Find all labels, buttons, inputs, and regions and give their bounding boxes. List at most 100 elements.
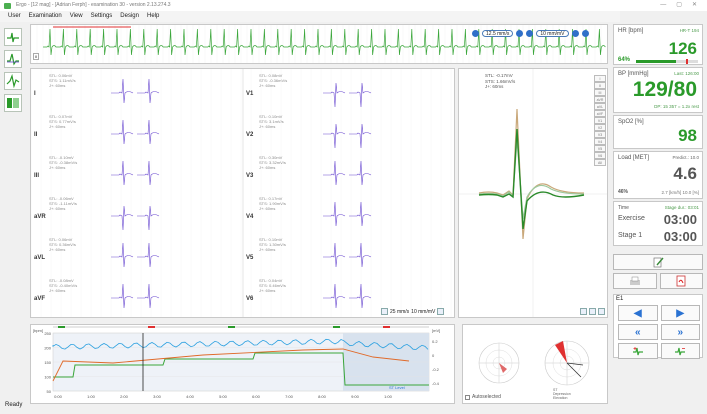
minimize-button[interactable]: — xyxy=(660,2,667,8)
lead-select-V6[interactable]: V6 xyxy=(594,152,606,159)
print-button[interactable] xyxy=(613,273,657,289)
lead-label-V5: V5 xyxy=(246,255,254,261)
grid-gain[interactable]: 10 mm/mV xyxy=(411,308,436,315)
ecg-add-icon xyxy=(632,347,643,356)
time-panel: Time Stage dur.: 03:01 Exercise 03:00 St… xyxy=(613,201,703,246)
x-tick: 2:00 xyxy=(120,394,129,399)
menu-user[interactable]: User xyxy=(8,13,21,19)
load-panel: Load [MET] Predict.: 10.0 4.6 46% 2.7 [k… xyxy=(613,151,703,199)
menu-settings[interactable]: Settings xyxy=(90,13,113,19)
zoom-export-button[interactable] xyxy=(598,308,605,315)
rhythm-gain-plus-button[interactable] xyxy=(571,30,579,37)
zoom-in-button[interactable] xyxy=(580,308,587,315)
autoselect-checkbox[interactable]: Autoselected xyxy=(465,394,501,400)
lead-select-I[interactable]: I xyxy=(594,75,606,82)
ecg-wave-icon xyxy=(7,32,19,43)
pdf-button[interactable] xyxy=(659,273,703,289)
lead-select-V5[interactable]: V5 xyxy=(594,145,606,152)
event-marker xyxy=(58,326,65,328)
spo2-value: 98 xyxy=(678,126,697,145)
trend-chart: 250 200 150 100 50 0.2 0 -0.2 -0.4 0:00 1:00 2:00 3:… xyxy=(33,326,440,399)
bp-last: Last: 126:00 xyxy=(674,71,699,76)
left-unit: [bpm] xyxy=(33,328,43,333)
lead-select-II[interactable]: II xyxy=(594,82,606,89)
rhythm-lead-label: II xyxy=(33,53,40,60)
j-value: J+: 60ms xyxy=(259,288,276,293)
hr-target: HR-T 194 xyxy=(679,28,699,33)
lead-trace-aVF xyxy=(111,283,160,309)
remove-marker-button[interactable] xyxy=(660,343,700,359)
y-left-tick: 250 xyxy=(44,331,51,336)
print-icon xyxy=(629,276,640,285)
rhythm-gain-minus-button[interactable] xyxy=(526,30,534,37)
load-percent: 46% xyxy=(618,189,629,195)
close-button[interactable]: ✕ xyxy=(691,2,697,8)
lead-st-values-V1: STL: 0.08mV STS: -0.36mV/s J+: 60ms xyxy=(259,73,287,88)
edit-report-button[interactable] xyxy=(613,254,703,270)
event-marker xyxy=(383,326,390,328)
double-right-icon: » xyxy=(677,326,684,338)
stl-value: STL: 0.10mV xyxy=(259,114,283,119)
j-value: J+: 60ms xyxy=(259,124,276,129)
x-tick: 9:00 xyxy=(351,394,360,399)
x-tick: 4:00 xyxy=(186,394,195,399)
rhythm-minus-button[interactable] xyxy=(472,30,479,37)
median-view-button[interactable] xyxy=(4,50,22,68)
lead-trace-V3 xyxy=(323,160,372,186)
hr-progress-fill xyxy=(636,60,676,63)
exercise-label: Exercise xyxy=(618,215,645,222)
grid-speed[interactable]: 25 mm/s xyxy=(390,308,410,315)
stl-value: STL: 0.08mV xyxy=(259,73,283,78)
lead-st-values-V6: STL: 0.04mV STS: 0.46mV/s J+: 60ms xyxy=(259,278,286,293)
ecg-remove-icon xyxy=(675,347,686,356)
j-value: J+: 60ms xyxy=(259,83,276,88)
rhythm-plus-button[interactable] xyxy=(516,30,524,37)
sts-value: STS: -1.11mV/s xyxy=(49,201,77,206)
lead-select-V2[interactable]: V2 xyxy=(594,124,606,131)
rhythm-gain-select[interactable]: 10 mm/mV xyxy=(536,30,569,37)
lead-select-V3[interactable]: V3 xyxy=(594,131,606,138)
lead-select-III[interactable]: III xyxy=(594,89,606,96)
last-beat-button[interactable]: » xyxy=(660,324,700,340)
stl-value: STL: 0.17mV xyxy=(259,196,283,201)
first-beat-button[interactable]: « xyxy=(618,324,658,340)
menu-view[interactable]: View xyxy=(69,13,83,19)
trend-legend: ST Level xyxy=(389,385,405,390)
add-marker-button[interactable] xyxy=(618,343,658,359)
ecg-view-button[interactable] xyxy=(4,28,22,46)
y-left-tick: 50 xyxy=(47,389,52,394)
lead-select-aVF[interactable]: aVF xyxy=(594,110,606,117)
hr-trace xyxy=(52,338,429,350)
menu-examination[interactable]: Examination xyxy=(28,13,62,19)
lead-label-V4: V4 xyxy=(246,214,254,220)
grid-zoom-button[interactable] xyxy=(381,308,388,315)
menu-design[interactable]: Design xyxy=(120,13,139,19)
rhythm-controls: 12.5 mm/s 10 mm/mV xyxy=(472,30,589,37)
lead-st-values-aVF: STL: -0.08mV STS: -0.40mV/s J+: 60ms xyxy=(49,278,77,293)
load-trace xyxy=(53,352,429,386)
sts-value: STS: 3.1mV/s xyxy=(259,119,284,124)
x-tick: 0:00 xyxy=(54,394,63,399)
grid-export-button[interactable] xyxy=(437,308,445,315)
menu-help[interactable]: Help xyxy=(146,13,160,19)
maximize-button[interactable]: ▢ xyxy=(676,2,682,8)
median-wave-icon xyxy=(7,53,19,66)
report-view-button[interactable] xyxy=(4,94,22,112)
polar-legend-elevation: Elevation xyxy=(553,396,568,400)
rhythm-settings-button[interactable] xyxy=(581,30,589,37)
lead-label-I: I xyxy=(34,91,36,97)
rhythm-speed-select[interactable]: 12.5 mm/s xyxy=(482,30,514,37)
lead-select-V1[interactable]: V1 xyxy=(594,117,606,124)
next-beat-button[interactable]: ▶ xyxy=(660,305,700,321)
lead-label-II: II xyxy=(34,132,38,138)
lead-trace-V4 xyxy=(323,201,372,227)
lead-select-aVL[interactable]: aVL xyxy=(594,103,606,110)
lead-select-aVR[interactable]: aVR xyxy=(594,96,606,103)
previous-beat-button[interactable]: ◀ xyxy=(618,305,658,321)
lead-select-All[interactable]: All xyxy=(594,159,606,166)
lead-st-values-I: STL: 0.06mV STS: 1.11mV/s J+: 60ms xyxy=(49,73,76,88)
event-marker xyxy=(228,326,235,328)
zoom-out-button[interactable] xyxy=(589,308,596,315)
trend-view-button[interactable] xyxy=(4,72,22,90)
lead-select-V4[interactable]: V4 xyxy=(594,138,606,145)
